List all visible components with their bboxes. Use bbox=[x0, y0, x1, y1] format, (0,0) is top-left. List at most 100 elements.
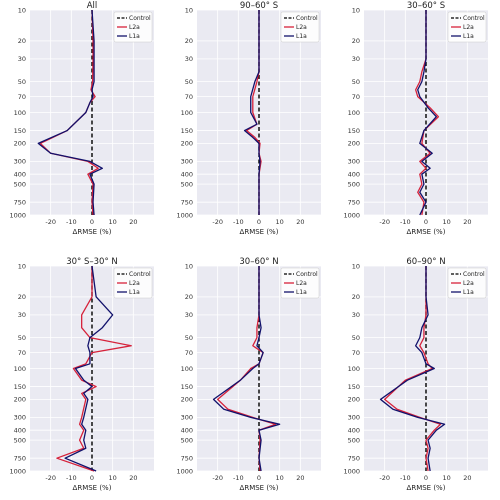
y-tick-label: 70 bbox=[352, 349, 360, 357]
x-tick-label: 0 bbox=[424, 218, 428, 226]
series-l1a-line bbox=[64, 265, 114, 472]
legend-box bbox=[113, 267, 153, 299]
y-tick-label: 20 bbox=[18, 37, 26, 45]
legend-entry-l2a: L2a bbox=[463, 280, 474, 287]
y-tick-label: 150 bbox=[348, 383, 360, 391]
y-tick-label: 30 bbox=[18, 311, 26, 319]
x-tick-label: 10 bbox=[276, 474, 284, 482]
x-axis-label: ΔRMSE (%) bbox=[240, 228, 279, 236]
x-tick-label: -20 bbox=[45, 474, 56, 482]
panel-title: 30–60° N bbox=[239, 257, 278, 267]
y-tick-label: 20 bbox=[185, 293, 193, 301]
y-tick-label: 750 bbox=[181, 198, 193, 206]
y-tick-label: 10 bbox=[185, 6, 193, 14]
y-tick-label: 30 bbox=[352, 311, 360, 319]
panel-title: 30–60° S bbox=[407, 1, 445, 11]
legend: Control L2a L1a bbox=[447, 267, 487, 299]
series-l1a-line bbox=[243, 10, 261, 215]
y-tick-label: 20 bbox=[185, 37, 193, 45]
legend-entry-l2a: L2a bbox=[129, 24, 140, 31]
y-tick-label: 500 bbox=[181, 436, 193, 444]
series-l1a-line bbox=[417, 10, 437, 216]
y-tick-label: 750 bbox=[14, 198, 26, 206]
x-axis-label: ΔRMSE (%) bbox=[73, 228, 112, 236]
y-tick-label: 1000 bbox=[343, 467, 360, 475]
x-tick-label: -10 bbox=[400, 218, 411, 226]
y-tick-label: 400 bbox=[348, 427, 360, 435]
y-tick-label: 500 bbox=[348, 436, 360, 444]
y-tick-label: 50 bbox=[185, 78, 193, 86]
y-tick-label: 100 bbox=[14, 365, 26, 373]
x-tick-label: 20 bbox=[463, 218, 471, 226]
legend-entry-l1a: L1a bbox=[296, 289, 307, 296]
y-tick-label: 10 bbox=[185, 262, 193, 270]
legend-entry-l1a: L1a bbox=[463, 33, 474, 40]
legend-entry-l1a: L1a bbox=[129, 33, 140, 40]
y-tick-label: 10 bbox=[18, 262, 26, 270]
legend-box bbox=[280, 267, 320, 299]
x-tick-label: 0 bbox=[257, 474, 261, 482]
legend-entry-l1a: L1a bbox=[129, 289, 140, 296]
x-tick-label: 20 bbox=[129, 218, 137, 226]
y-tick-label: 50 bbox=[352, 78, 360, 86]
legend-entry-l2a: L2a bbox=[463, 24, 474, 31]
y-tick-label: 300 bbox=[14, 158, 26, 166]
x-tick-label: 10 bbox=[276, 218, 284, 226]
legend-entry-control: Control bbox=[463, 15, 485, 22]
x-tick-label: 20 bbox=[296, 218, 304, 226]
y-tick-label: 50 bbox=[18, 334, 26, 342]
x-tick-label: -10 bbox=[66, 218, 77, 226]
legend-box bbox=[113, 11, 153, 43]
y-tick-label: 30 bbox=[185, 311, 193, 319]
y-tick-label: 200 bbox=[181, 140, 193, 148]
x-tick-label: -10 bbox=[233, 474, 244, 482]
y-tick-label: 400 bbox=[14, 171, 26, 179]
x-tick-label: -20 bbox=[379, 474, 390, 482]
y-tick-label: 30 bbox=[185, 55, 193, 63]
y-tick-label: 1000 bbox=[9, 467, 26, 475]
x-tick-label: 0 bbox=[90, 474, 94, 482]
y-tick-label: 400 bbox=[181, 427, 193, 435]
x-tick-label: 20 bbox=[129, 474, 137, 482]
legend: Control L2a L1a bbox=[280, 267, 320, 299]
y-tick-label: 70 bbox=[185, 93, 193, 101]
y-tick-label: 750 bbox=[14, 454, 26, 462]
y-tick-label: 300 bbox=[181, 158, 193, 166]
y-tick-label: 500 bbox=[14, 180, 26, 188]
legend-entry-l1a: L1a bbox=[296, 33, 307, 40]
x-tick-label: -10 bbox=[233, 218, 244, 226]
x-tick-label: -10 bbox=[66, 474, 77, 482]
y-tick-label: 70 bbox=[352, 93, 360, 101]
y-tick-label: 500 bbox=[14, 436, 26, 444]
x-tick-label: 10 bbox=[109, 218, 117, 226]
x-tick-label: 20 bbox=[463, 474, 471, 482]
y-tick-label: 300 bbox=[181, 414, 193, 422]
y-tick-label: 100 bbox=[181, 109, 193, 117]
y-tick-label: 150 bbox=[14, 383, 26, 391]
y-tick-label: 300 bbox=[348, 158, 360, 166]
x-tick-label: 20 bbox=[296, 474, 304, 482]
legend: Control L2a L1a bbox=[280, 11, 320, 43]
y-tick-label: 100 bbox=[348, 365, 360, 373]
y-tick-label: 300 bbox=[14, 414, 26, 422]
series-l2a-line bbox=[384, 266, 442, 472]
y-tick-label: 500 bbox=[348, 180, 360, 188]
x-tick-label: -20 bbox=[379, 218, 390, 226]
legend-entry-l2a: L2a bbox=[296, 24, 307, 31]
legend: Control L2a L1a bbox=[113, 11, 153, 43]
y-tick-label: 200 bbox=[14, 140, 26, 148]
legend-entry-control: Control bbox=[296, 15, 318, 22]
panel-title: All bbox=[87, 1, 98, 11]
legend-box bbox=[447, 267, 487, 299]
panel-title: 90–60° S bbox=[240, 1, 278, 11]
x-tick-label: -20 bbox=[45, 218, 56, 226]
y-tick-label: 400 bbox=[14, 427, 26, 435]
legend-entry-l2a: L2a bbox=[296, 280, 307, 287]
y-tick-label: 1000 bbox=[9, 211, 26, 219]
x-tick-label: -20 bbox=[212, 474, 223, 482]
